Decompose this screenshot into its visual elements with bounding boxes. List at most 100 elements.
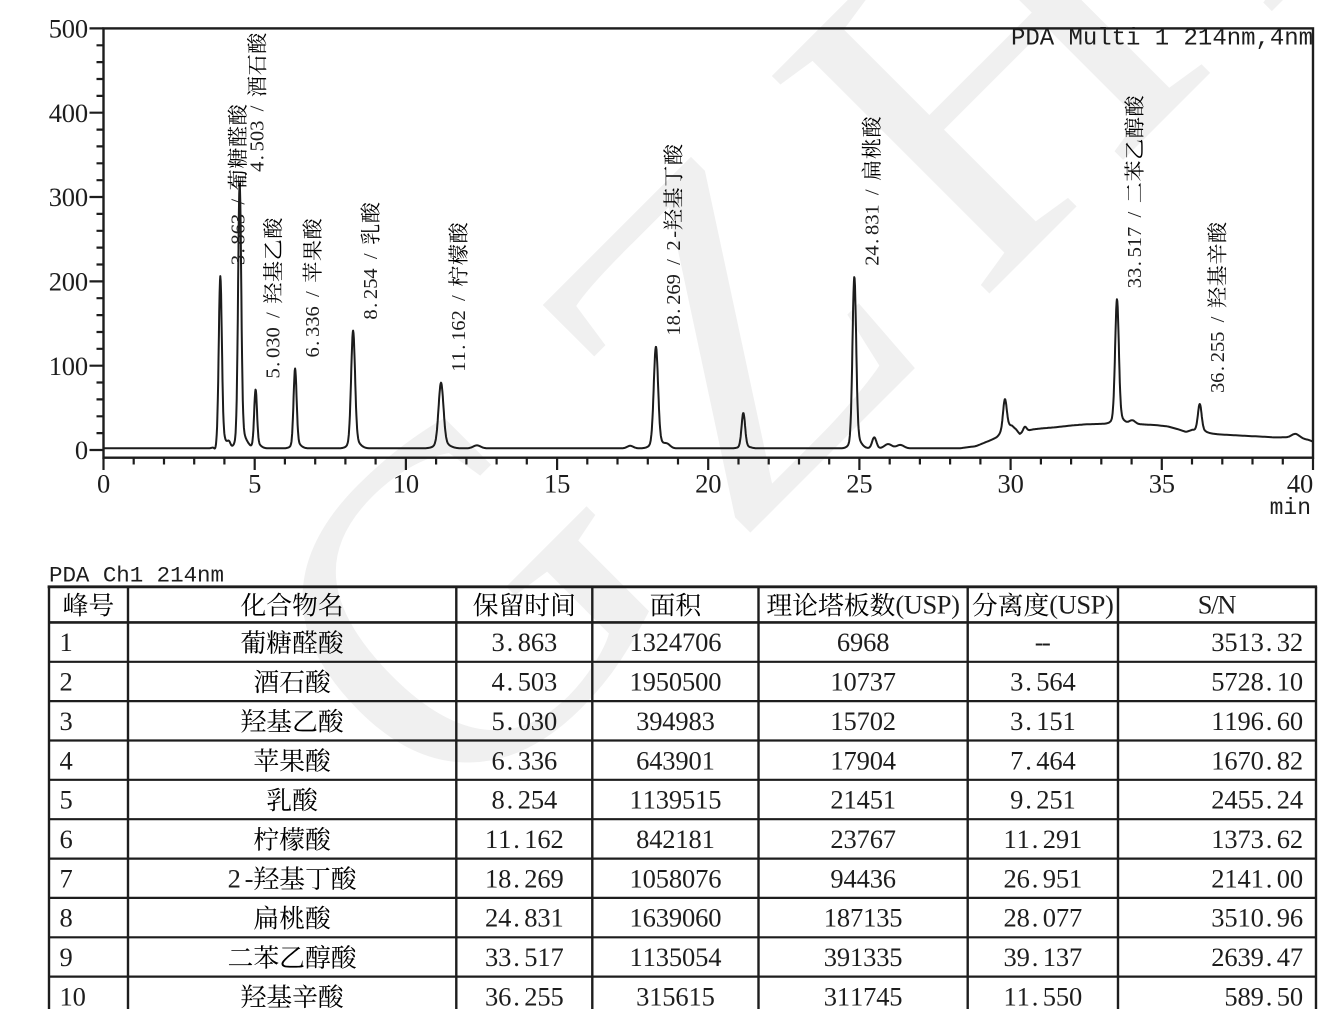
svg-text:1639060: 1639060 xyxy=(630,903,722,933)
svg-text:S/N: S/N xyxy=(1198,590,1237,620)
svg-text:6.336: 6.336 xyxy=(302,306,324,357)
svg-text:/: / xyxy=(247,105,269,111)
svg-text:/: / xyxy=(227,199,249,205)
svg-text:11.291: 11.291 xyxy=(1004,824,1083,854)
svg-text:1670.82: 1670.82 xyxy=(1211,745,1303,775)
svg-text:1: 1 xyxy=(60,627,73,657)
svg-text:35: 35 xyxy=(1149,469,1175,499)
svg-text:8.254: 8.254 xyxy=(360,268,382,319)
svg-text:/: / xyxy=(663,259,685,265)
svg-text:15: 15 xyxy=(544,469,570,499)
svg-text:25: 25 xyxy=(846,469,872,499)
svg-text:643901: 643901 xyxy=(636,745,715,775)
svg-text:18.269: 18.269 xyxy=(663,274,685,335)
svg-text:4.503: 4.503 xyxy=(492,667,558,697)
svg-text:3.863: 3.863 xyxy=(492,627,558,657)
svg-text:21451: 21451 xyxy=(830,785,896,815)
svg-text:30: 30 xyxy=(998,469,1024,499)
svg-text:/: / xyxy=(360,253,382,259)
svg-text:5728.10: 5728.10 xyxy=(1211,667,1303,697)
svg-text:24.831: 24.831 xyxy=(485,903,564,933)
svg-text:/: / xyxy=(263,312,285,318)
svg-text:7.464: 7.464 xyxy=(1010,745,1076,775)
svg-text:33.517: 33.517 xyxy=(485,942,564,972)
svg-text:1950500: 1950500 xyxy=(630,667,722,697)
svg-text:36.255: 36.255 xyxy=(485,981,564,1009)
svg-text:842181: 842181 xyxy=(636,824,715,854)
svg-text:1135054: 1135054 xyxy=(630,942,722,972)
svg-text:/: / xyxy=(302,291,324,297)
svg-text:1058076: 1058076 xyxy=(630,863,722,893)
svg-text:3510.96: 3510.96 xyxy=(1211,903,1303,933)
svg-text:3.564: 3.564 xyxy=(1010,667,1076,697)
svg-text:1373.62: 1373.62 xyxy=(1211,824,1303,854)
svg-text:11.550: 11.550 xyxy=(1004,981,1083,1009)
svg-text:17904: 17904 xyxy=(830,745,896,775)
svg-text:1324706: 1324706 xyxy=(630,627,722,657)
svg-text:311745: 311745 xyxy=(824,981,903,1009)
svg-text:26.951: 26.951 xyxy=(1004,863,1083,893)
svg-text:500: 500 xyxy=(49,14,88,44)
svg-text:0: 0 xyxy=(75,435,88,465)
svg-text:/: / xyxy=(1207,316,1229,322)
svg-text:PDA Multi 1 214nm,4nm: PDA Multi 1 214nm,4nm xyxy=(1011,26,1313,53)
svg-text:2141.00: 2141.00 xyxy=(1211,863,1303,893)
svg-text:3.151: 3.151 xyxy=(1010,706,1076,736)
svg-text:5: 5 xyxy=(60,785,73,815)
svg-text:1196.60: 1196.60 xyxy=(1211,706,1303,736)
svg-text:36.255: 36.255 xyxy=(1207,332,1229,393)
svg-text:315615: 315615 xyxy=(636,981,715,1009)
svg-text:9: 9 xyxy=(60,942,73,972)
svg-text:28.077: 28.077 xyxy=(1004,903,1083,933)
svg-text:min: min xyxy=(1270,495,1311,521)
svg-text:(USP): (USP) xyxy=(1049,590,1114,620)
svg-text:6: 6 xyxy=(60,824,73,854)
svg-text:24.831: 24.831 xyxy=(861,204,883,265)
svg-text:589.50: 589.50 xyxy=(1224,981,1303,1009)
svg-text:18.269: 18.269 xyxy=(485,863,564,893)
svg-text:(USP): (USP) xyxy=(895,590,960,620)
svg-text:100: 100 xyxy=(49,351,88,381)
svg-text:2455.24: 2455.24 xyxy=(1211,785,1303,815)
svg-text:2: 2 xyxy=(60,667,73,697)
svg-text:4.503: 4.503 xyxy=(247,121,269,172)
svg-text:2-: 2- xyxy=(228,863,254,893)
svg-text:400: 400 xyxy=(49,98,88,128)
svg-text:10: 10 xyxy=(60,981,86,1009)
svg-text:8.254: 8.254 xyxy=(492,785,558,815)
svg-text:6.336: 6.336 xyxy=(492,745,558,775)
svg-text:20: 20 xyxy=(695,469,721,499)
svg-text:/: / xyxy=(861,189,883,195)
svg-text:5: 5 xyxy=(248,469,261,499)
svg-text:33.517: 33.517 xyxy=(1124,227,1146,288)
svg-text:/: / xyxy=(448,295,470,301)
svg-text:94436: 94436 xyxy=(830,863,896,893)
svg-text:/: / xyxy=(1124,212,1146,218)
svg-text:2-: 2- xyxy=(663,231,685,251)
svg-text:4: 4 xyxy=(60,745,73,775)
svg-text:3: 3 xyxy=(60,706,73,736)
svg-text:10737: 10737 xyxy=(830,667,896,697)
svg-text:9.251: 9.251 xyxy=(1010,785,1076,815)
svg-text:0: 0 xyxy=(97,469,110,499)
svg-text:23767: 23767 xyxy=(830,824,896,854)
svg-text:6968: 6968 xyxy=(837,627,890,657)
svg-text:11.162: 11.162 xyxy=(448,310,470,371)
svg-text:8: 8 xyxy=(60,903,73,933)
svg-text:200: 200 xyxy=(49,267,88,297)
svg-text:PDA Ch1 214nm: PDA Ch1 214nm xyxy=(49,563,224,589)
svg-text:300: 300 xyxy=(49,182,88,212)
svg-text:40: 40 xyxy=(1287,469,1313,499)
svg-text:10: 10 xyxy=(393,469,419,499)
svg-text:11.162: 11.162 xyxy=(485,824,564,854)
svg-text:391335: 391335 xyxy=(824,942,903,972)
svg-text:394983: 394983 xyxy=(636,706,715,736)
svg-text:2639.47: 2639.47 xyxy=(1211,942,1303,972)
svg-text:7: 7 xyxy=(60,863,73,893)
svg-text:--: -- xyxy=(1035,627,1051,657)
svg-text:187135: 187135 xyxy=(824,903,903,933)
svg-text:3.863: 3.863 xyxy=(227,214,249,265)
svg-text:15702: 15702 xyxy=(830,706,896,736)
svg-text:39.137: 39.137 xyxy=(1004,942,1083,972)
svg-text:5.030: 5.030 xyxy=(263,327,285,378)
